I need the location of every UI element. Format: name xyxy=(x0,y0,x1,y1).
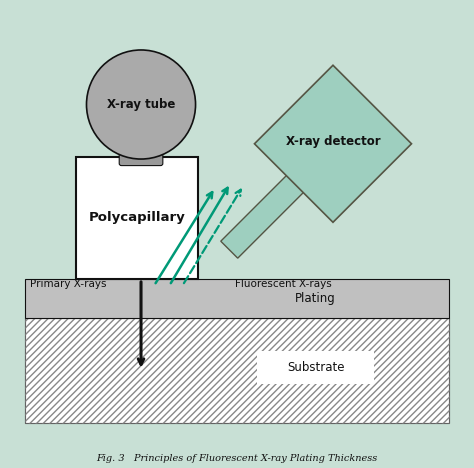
Bar xyxy=(26,318,448,423)
Text: Fluorescent X-rays: Fluorescent X-rays xyxy=(235,279,332,289)
Bar xyxy=(75,157,198,279)
Text: Polycapillary: Polycapillary xyxy=(88,212,185,225)
Bar xyxy=(26,279,448,318)
Text: X-ray detector: X-ray detector xyxy=(286,135,380,148)
Text: Substrate: Substrate xyxy=(287,361,344,374)
Text: Fig. 3   Principles of Fluorescent X-ray Plating Thickness: Fig. 3 Principles of Fluorescent X-ray P… xyxy=(96,454,378,463)
Text: Plating: Plating xyxy=(295,292,336,305)
Text: Primary X-rays: Primary X-rays xyxy=(30,279,106,289)
FancyBboxPatch shape xyxy=(256,351,374,384)
Text: X-ray tube: X-ray tube xyxy=(107,98,175,111)
Polygon shape xyxy=(221,173,306,258)
FancyBboxPatch shape xyxy=(119,137,163,166)
Polygon shape xyxy=(255,65,411,222)
Circle shape xyxy=(86,50,196,159)
Bar xyxy=(26,318,448,423)
